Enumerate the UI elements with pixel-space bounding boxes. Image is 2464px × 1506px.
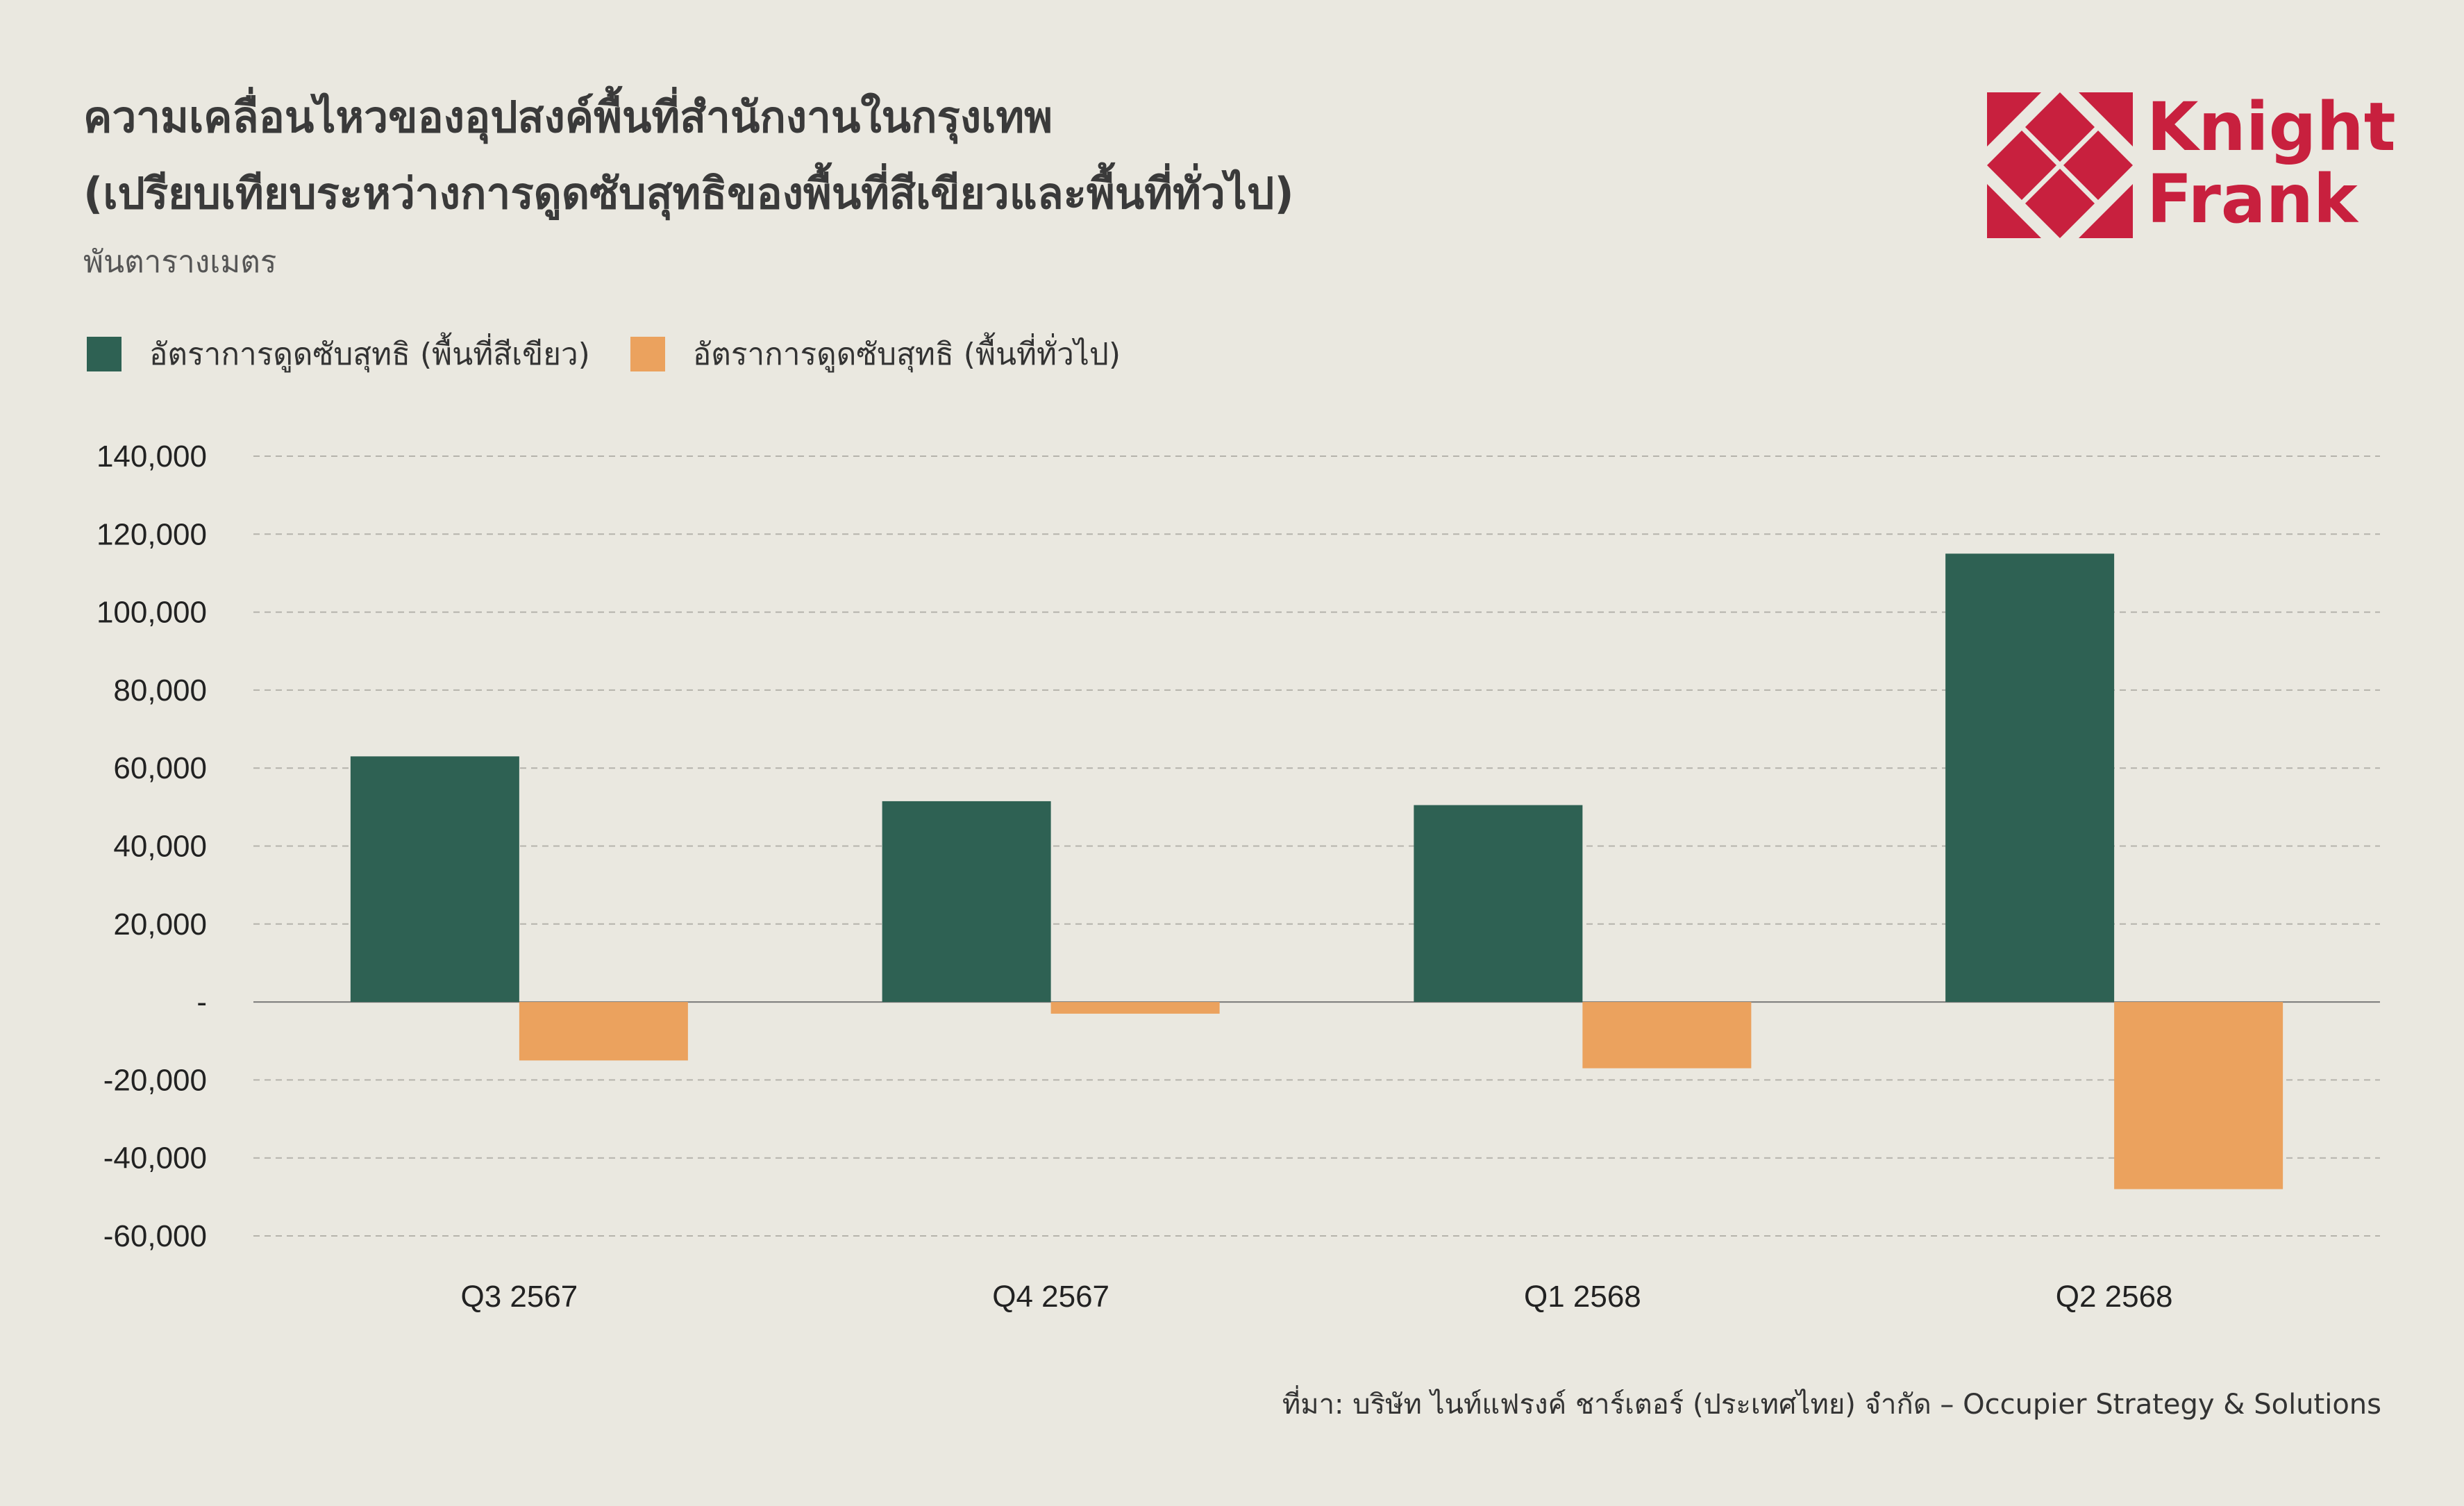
knight-frank-logo: Knight Frank <box>1987 92 2396 238</box>
legend: อัตราการดูดซับสุทธิ (พื้นที่สีเขียว) อัต… <box>87 333 1161 375</box>
bar-orange <box>1050 1002 1220 1014</box>
y-tick-label: 40,000 <box>113 830 207 864</box>
y-tick-label: 140,000 <box>97 440 207 474</box>
y-tick-label: 100,000 <box>97 596 207 630</box>
y-tick-label: 80,000 <box>113 673 207 708</box>
x-tick-label: Q4 2567 <box>992 1280 1109 1314</box>
legend-label-orange: อัตราการดูดซับสุทธิ (พื้นที่ทั่วไป) <box>692 337 1121 372</box>
logo-mark-icon <box>1987 92 2133 238</box>
bar-orange <box>2114 1002 2283 1189</box>
bar-orange <box>1582 1002 1752 1069</box>
chart-title-line1: ความเคลื่อนไหวของอุปสงค์พื้นที่สำนักงานใ… <box>83 92 1053 142</box>
y-tick-label: -40,000 <box>103 1141 207 1175</box>
legend-swatch-orange <box>630 337 665 371</box>
y-tick-label: -20,000 <box>103 1063 207 1097</box>
x-tick-label: Q3 2567 <box>460 1280 578 1314</box>
source-note: ที่มา: บริษัท ไนท์แฟรงค์ ชาร์เตอร์ (ประเ… <box>1282 1389 2381 1421</box>
x-tick-label: Q1 2568 <box>1524 1280 1641 1314</box>
y-tick-label: 120,000 <box>97 517 207 551</box>
legend-label-green: อัตราการดูดซับสุทธิ (พื้นที่สีเขียว) <box>149 337 590 372</box>
legend-item-orange: อัตราการดูดซับสุทธิ (พื้นที่ทั่วไป) <box>630 330 1121 378</box>
y-tick-label: 20,000 <box>113 907 207 942</box>
x-tick-label: Q2 2568 <box>2056 1280 2173 1314</box>
y-tick-label: - <box>196 985 207 1019</box>
bar-green <box>882 801 1051 1003</box>
unit-label: พันตารางเมตร <box>83 244 277 280</box>
legend-item-green: อัตราการดูดซับสุทธิ (พื้นที่สีเขียว) <box>87 330 590 378</box>
bar-orange <box>519 1002 688 1061</box>
logo-word-frank: Frank <box>2147 160 2358 238</box>
logo-text: Knight Frank <box>2147 92 2396 238</box>
bar-green <box>1945 553 2115 1003</box>
y-tick-label: 60,000 <box>113 751 207 785</box>
bar-green <box>1414 805 1583 1003</box>
legend-swatch-green <box>87 337 121 371</box>
logo-word-knight: Knight <box>2147 88 2396 166</box>
chart-title-line2: (เปรียบเทียบระหว่างการดูดซับสุทธิของพื้น… <box>83 168 1294 219</box>
y-tick-label: -60,000 <box>103 1219 207 1253</box>
bar-green <box>350 756 519 1003</box>
